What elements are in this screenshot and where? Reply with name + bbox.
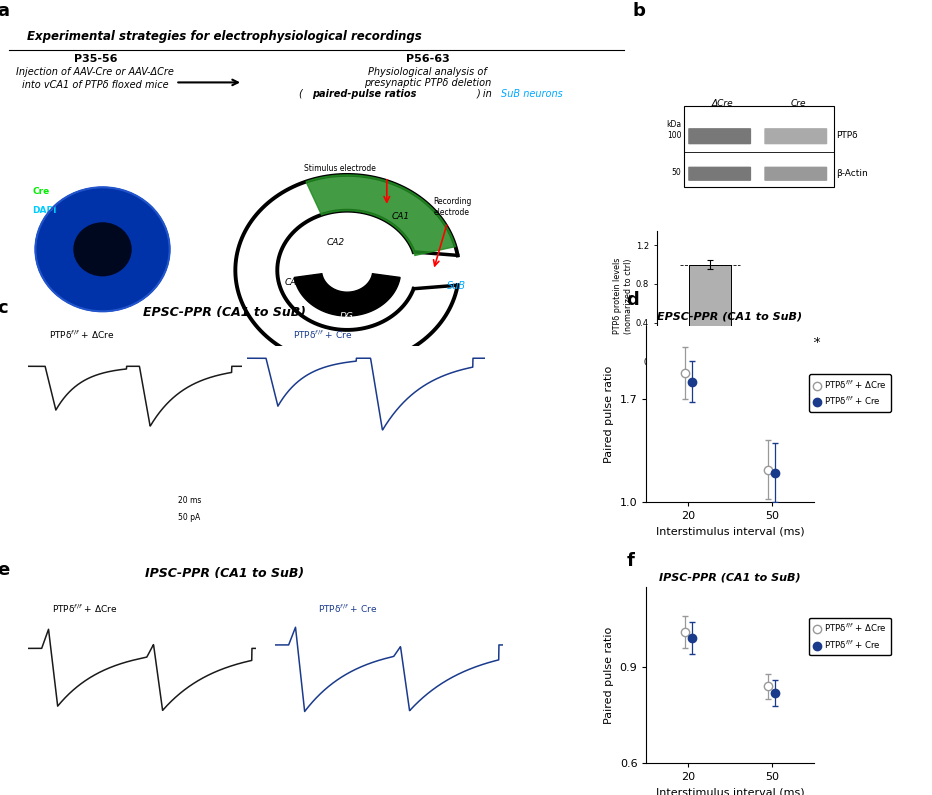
Y-axis label: PTPδ protein levels
(nomarized to ctrl): PTPδ protein levels (nomarized to ctrl) xyxy=(613,258,633,335)
Text: paired-pulse ratios: paired-pulse ratios xyxy=(312,89,417,99)
Text: CA3: CA3 xyxy=(284,277,303,287)
Bar xyxy=(684,107,834,187)
Title: IPSC-PPR (CA1 to SuB): IPSC-PPR (CA1 to SuB) xyxy=(659,572,801,583)
FancyBboxPatch shape xyxy=(764,128,828,145)
X-axis label: Interstimulus interval (ms): Interstimulus interval (ms) xyxy=(656,788,804,795)
Text: c: c xyxy=(0,299,7,317)
Circle shape xyxy=(35,188,170,312)
Polygon shape xyxy=(295,273,400,316)
Y-axis label: Paired pulse ratio: Paired pulse ratio xyxy=(604,366,614,463)
Text: Cre: Cre xyxy=(790,99,806,108)
Title: EPSC-PPR (CA1 to SuB): EPSC-PPR (CA1 to SuB) xyxy=(657,311,802,321)
Y-axis label: Paired pulse ratio: Paired pulse ratio xyxy=(604,626,614,724)
Circle shape xyxy=(74,223,131,276)
Text: PTPδ$^{f/f}$ + Cre: PTPδ$^{f/f}$ + Cre xyxy=(294,328,352,340)
Text: DG: DG xyxy=(340,312,354,320)
Bar xyxy=(764,352,806,362)
Text: P56-63: P56-63 xyxy=(405,54,449,64)
Text: Stimulus electrode: Stimulus electrode xyxy=(304,164,377,173)
Text: Injection of AAV-Cre or AAV-ΔCre: Injection of AAV-Cre or AAV-ΔCre xyxy=(17,68,174,77)
Legend: PTPδ$^{f/f}$ + ΔCre, PTPδ$^{f/f}$ + Cre: PTPδ$^{f/f}$ + ΔCre, PTPδ$^{f/f}$ + Cre xyxy=(809,618,891,655)
Text: EPSC-PPR (CA1 to SuB): EPSC-PPR (CA1 to SuB) xyxy=(143,306,306,319)
Text: 50 pA: 50 pA xyxy=(178,513,200,522)
Text: IPSC-PPR (CA1 to SuB): IPSC-PPR (CA1 to SuB) xyxy=(145,568,304,580)
Text: SuB neurons: SuB neurons xyxy=(501,89,563,99)
FancyBboxPatch shape xyxy=(764,167,828,181)
Text: SuB: SuB xyxy=(447,281,466,291)
Text: Physiological analysis of: Physiological analysis of xyxy=(368,68,487,77)
Text: kDa: kDa xyxy=(666,120,681,129)
Text: P35-56: P35-56 xyxy=(74,54,117,64)
Text: CA1: CA1 xyxy=(391,212,410,221)
Legend: PTPδ$^{f/f}$ + ΔCre, PTPδ$^{f/f}$ + Cre: PTPδ$^{f/f}$ + ΔCre, PTPδ$^{f/f}$ + Cre xyxy=(809,374,891,412)
Text: Cre: Cre xyxy=(32,188,49,196)
X-axis label: Interstimulus interval (ms): Interstimulus interval (ms) xyxy=(656,526,804,537)
Text: Experimental strategies for electrophysiological recordings: Experimental strategies for electrophysi… xyxy=(27,30,422,44)
Polygon shape xyxy=(306,175,456,255)
Text: ΔCre: ΔCre xyxy=(711,99,733,108)
Text: f: f xyxy=(626,552,635,570)
Text: (: ( xyxy=(298,89,302,99)
Text: PTPδ: PTPδ xyxy=(836,131,858,141)
Text: PTPδ$^{f/f}$ + ΔCre: PTPδ$^{f/f}$ + ΔCre xyxy=(52,603,117,615)
FancyBboxPatch shape xyxy=(688,167,751,181)
Text: PTPδ$^{f/f}$ + Cre: PTPδ$^{f/f}$ + Cre xyxy=(319,603,377,615)
Text: presynaptic PTPδ deletion: presynaptic PTPδ deletion xyxy=(363,78,491,88)
Text: into vCA1 of PTPδ floxed mice: into vCA1 of PTPδ floxed mice xyxy=(22,80,169,91)
FancyBboxPatch shape xyxy=(688,128,751,145)
Bar xyxy=(689,265,731,362)
Text: PTPδ$^{f/f}$ + ΔCre: PTPδ$^{f/f}$ + ΔCre xyxy=(48,328,115,340)
Text: DAPI: DAPI xyxy=(32,206,57,215)
Text: 50: 50 xyxy=(672,168,681,177)
Text: 20 ms: 20 ms xyxy=(178,495,201,505)
Text: ) in: ) in xyxy=(476,89,496,99)
Text: e: e xyxy=(0,560,9,579)
Text: 100: 100 xyxy=(667,131,681,141)
Text: d: d xyxy=(626,290,639,308)
Text: vCA1 targeting
(Bregma: -2.92 mm): vCA1 targeting (Bregma: -2.92 mm) xyxy=(69,313,136,327)
Text: **: ** xyxy=(808,335,821,348)
Text: b: b xyxy=(633,2,646,20)
Text: CA2: CA2 xyxy=(326,238,345,247)
Text: Recording
electrode: Recording electrode xyxy=(432,197,472,217)
Text: β-Actin: β-Actin xyxy=(836,169,868,178)
Text: a: a xyxy=(0,2,9,20)
